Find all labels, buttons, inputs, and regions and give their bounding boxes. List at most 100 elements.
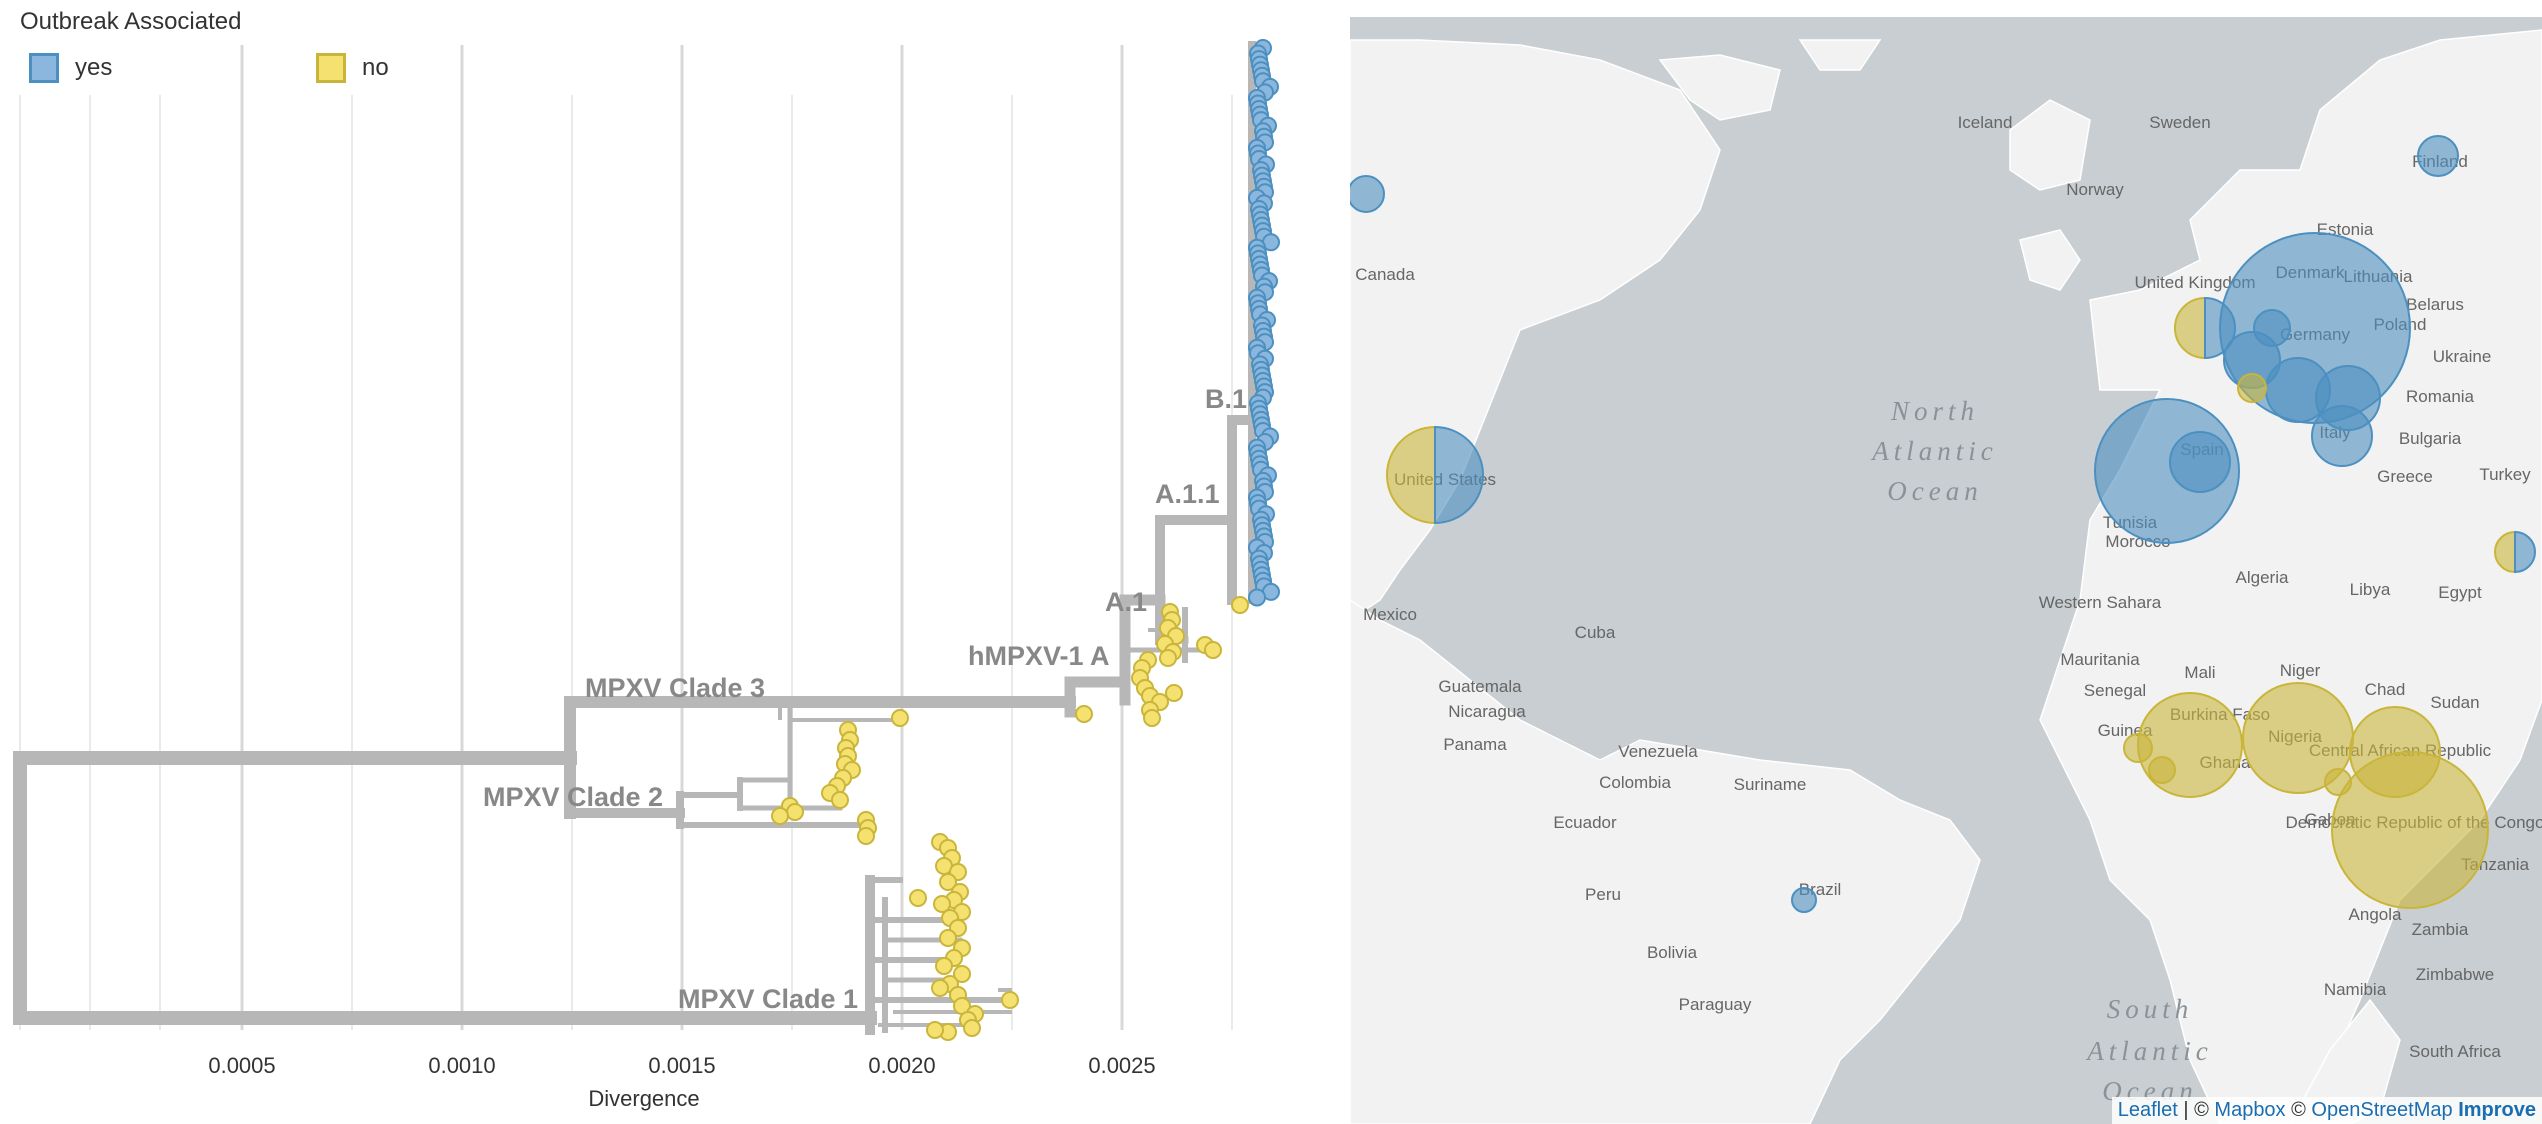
map-bubble-half xyxy=(2494,530,2516,574)
legend-label-no: no xyxy=(362,54,389,81)
x-axis-ticks: 0.0005 0.0010 0.0015 0.0020 0.0025 xyxy=(208,1053,1155,1078)
map-bubble-half xyxy=(1434,425,1484,525)
map-canvas[interactable]: IcelandSwedenFinlandNorwayEstoniaDenmark… xyxy=(1350,17,2542,1124)
map-place-label: Colombia xyxy=(1599,773,1671,792)
tree-tip xyxy=(1159,649,1177,667)
map-place-label: Zambia xyxy=(2412,920,2469,939)
map-place-label: Western Sahara xyxy=(2039,593,2162,612)
map-place-label: Romania xyxy=(2406,387,2475,406)
map-place-label: Ecuador xyxy=(1553,813,1617,832)
map-place-label: Paraguay xyxy=(1679,995,1752,1014)
map-place-label: Belarus xyxy=(2406,295,2464,314)
tree-tip xyxy=(857,827,875,845)
legend-item-yes[interactable]: yes xyxy=(29,52,112,84)
map-place-label: Panama xyxy=(1443,735,1507,754)
map-place-label: Venezuela xyxy=(1618,742,1698,761)
map-bubble-half xyxy=(2514,530,2536,574)
map-bubble xyxy=(2148,756,2176,784)
tree-tip xyxy=(831,791,849,809)
tree-tip xyxy=(1204,641,1222,659)
clade-label: A.1.1 xyxy=(1155,479,1220,509)
tree-tip xyxy=(1248,588,1266,607)
x-tick-label: 0.0015 xyxy=(648,1053,715,1078)
improve-link[interactable]: Improve xyxy=(2458,1099,2536,1121)
tree-tip xyxy=(963,1019,981,1037)
tree-tip xyxy=(926,1021,944,1039)
map-place-label: Bulgaria xyxy=(2399,429,2462,448)
map-bubble xyxy=(2331,751,2489,909)
clade-label: A.1 xyxy=(1105,587,1147,617)
map-bubble xyxy=(2324,768,2352,796)
map-place-label: Algeria xyxy=(2236,568,2289,587)
legend-swatch-yes xyxy=(29,53,59,83)
map-bubble xyxy=(1350,175,1385,213)
osm-link[interactable]: OpenStreetMap xyxy=(2311,1099,2453,1121)
phylogenetic-tree[interactable]: 0.0005 0.0010 0.0015 0.0020 0.0025 Divergenc… xyxy=(0,0,1300,1124)
map-bubble xyxy=(2123,733,2153,763)
tree-tip xyxy=(931,979,949,997)
tree-tips[interactable] xyxy=(771,39,1280,1041)
attribution-separator: | © xyxy=(2177,1099,2215,1121)
tree-tip xyxy=(1075,705,1093,723)
map-place-label: Suriname xyxy=(1734,775,1807,794)
map-bubble xyxy=(2253,309,2291,347)
tree-branches[interactable] xyxy=(13,41,1257,1035)
map-place-label: Mali xyxy=(2184,663,2215,682)
tree-tip xyxy=(933,895,951,913)
tree-tip xyxy=(909,889,927,907)
x-axis-label: Divergence xyxy=(588,1086,699,1111)
x-tick-label: 0.0005 xyxy=(208,1053,275,1078)
map-place-label: Chad xyxy=(2365,680,2406,699)
tree-tip xyxy=(1001,991,1019,1009)
tree-tip xyxy=(1165,684,1183,702)
leaflet-link[interactable]: Leaflet xyxy=(2117,1099,2178,1121)
map-place-label: Niger xyxy=(2280,661,2321,680)
clade-label: MPXV Clade 1 xyxy=(678,984,858,1014)
map-place-label: Ukraine xyxy=(2433,347,2492,366)
map-place-label: Guatemala xyxy=(1438,677,1522,696)
tree-tip xyxy=(1231,596,1249,614)
tree-tip xyxy=(1143,709,1161,727)
mapbox-link[interactable]: Mapbox xyxy=(2214,1099,2286,1121)
tree-tip xyxy=(891,709,909,727)
clade-label: MPXV Clade 3 xyxy=(585,673,765,703)
tree-tip xyxy=(939,929,957,947)
map-place-label: Senegal xyxy=(2084,681,2146,700)
map-bubbles[interactable] xyxy=(1350,135,2536,913)
map-place-label: Canada xyxy=(1355,265,1415,284)
legend-label-yes: yes xyxy=(75,54,113,81)
map-attribution: Leaflet | © Mapbox © OpenStreetMap Impro… xyxy=(2111,1097,2542,1124)
map-bubble-half xyxy=(2204,296,2236,360)
map-place-label: Zimbabwe xyxy=(2416,965,2494,984)
map-place-label: Egypt xyxy=(2438,583,2482,602)
legend-item-no[interactable]: no xyxy=(316,52,389,84)
tree-grid xyxy=(19,45,1233,1030)
map-bubble xyxy=(1791,887,1817,913)
map-place-label: Turkey xyxy=(2479,465,2531,484)
map-bubble xyxy=(2311,405,2373,467)
map-place-label: Greece xyxy=(2377,467,2433,486)
clade-label: B.1 xyxy=(1205,384,1247,414)
map-panel[interactable]: IcelandSwedenFinlandNorwayEstoniaDenmark… xyxy=(1350,17,2542,1124)
clade-label: hMPXV-1 A xyxy=(968,641,1110,671)
map-bubble xyxy=(2137,692,2243,798)
map-place-label: Mauritania xyxy=(2060,650,2140,669)
map-land xyxy=(1350,29,2542,1124)
x-tick-label: 0.0020 xyxy=(868,1053,935,1078)
map-bubble-half xyxy=(2174,296,2206,360)
map-place-label: Mexico xyxy=(1363,605,1417,624)
ocean-label: Atlantic xyxy=(2085,1036,2212,1066)
legend-swatch-no xyxy=(316,53,346,83)
legend-title: Outbreak Associated xyxy=(20,8,242,35)
map-bubble xyxy=(2237,373,2267,403)
tree-tip xyxy=(771,807,789,825)
ocean-label: Ocean xyxy=(1887,476,1982,506)
map-bubble xyxy=(2417,135,2459,177)
map-place-label: Angola xyxy=(2349,905,2402,924)
map-place-label: Namibia xyxy=(2324,980,2387,999)
map-bubble xyxy=(2169,431,2231,493)
attribution-separator: © xyxy=(2285,1099,2312,1121)
ocean-label: North xyxy=(1890,396,1979,426)
tree-tip xyxy=(786,803,804,821)
x-tick-label: 0.0010 xyxy=(428,1053,495,1078)
